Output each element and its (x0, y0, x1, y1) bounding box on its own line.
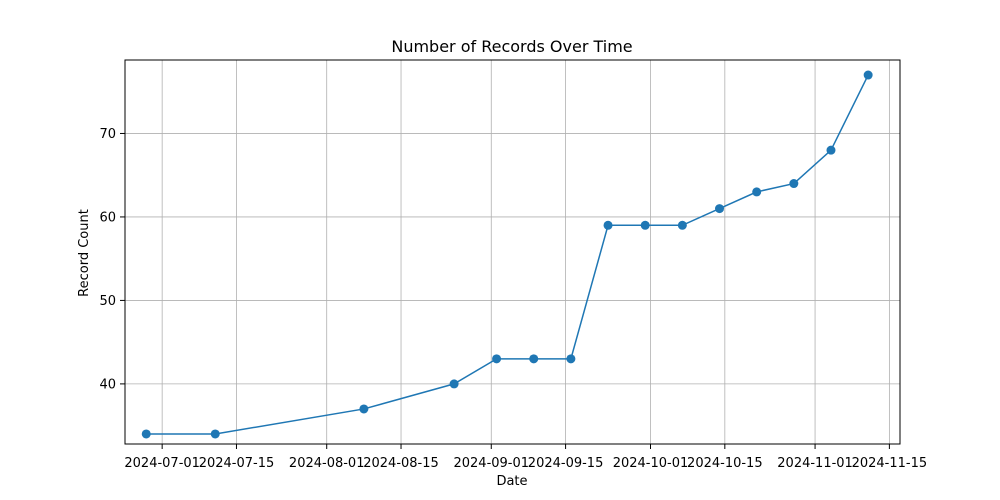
data-point (640, 220, 650, 230)
y-tick-label: 70 (99, 127, 116, 142)
data-point (789, 179, 799, 189)
y-tick-label: 40 (99, 377, 116, 392)
data-point (863, 70, 873, 80)
data-point (677, 220, 687, 230)
x-tick-label: 2024-09-15 (528, 456, 604, 471)
y-axis-label: Record Count (77, 209, 92, 297)
data-point (359, 404, 369, 414)
x-tick-label: 2024-10-01 (613, 456, 689, 471)
x-tick-label: 2024-11-15 (852, 456, 928, 471)
data-point (449, 379, 459, 389)
grid (125, 60, 900, 444)
x-axis-label: Date (496, 474, 527, 489)
y-tick-label: 50 (99, 294, 116, 309)
x-tick-label: 2024-09-01 (453, 456, 529, 471)
x-tick-label: 2024-10-15 (687, 456, 763, 471)
x-tick-label: 2024-07-01 (124, 456, 200, 471)
x-tick-label: 2024-08-01 (289, 456, 365, 471)
data-point (566, 354, 576, 364)
data-point (492, 354, 502, 364)
data-point (529, 354, 539, 364)
series-layer (141, 70, 873, 439)
data-point (826, 145, 836, 155)
data-point (141, 429, 151, 439)
x-tick-label: 2024-11-01 (777, 456, 853, 471)
series-line (146, 74, 869, 435)
plot-frame (124, 59, 901, 445)
chart-title: Number of Records Over Time (391, 37, 632, 56)
data-point (210, 429, 220, 439)
y-tick-label: 60 (99, 210, 116, 225)
x-tick-label: 2024-07-15 (199, 456, 275, 471)
data-point (603, 220, 613, 230)
data-point (715, 204, 725, 214)
x-tick-label: 2024-08-15 (363, 456, 439, 471)
data-point (752, 187, 762, 197)
